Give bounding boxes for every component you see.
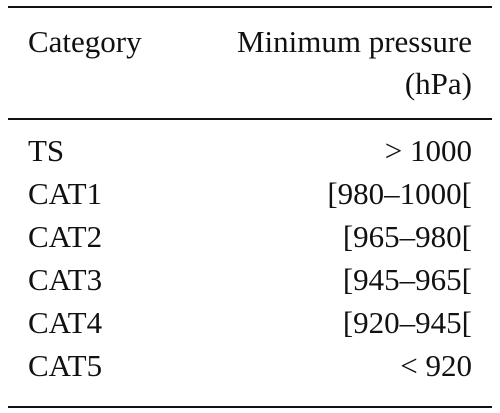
row-pressure-ts: > 1000 (384, 133, 472, 168)
top-rule (8, 6, 492, 8)
header-pressure-unit: (hPa) (404, 66, 472, 101)
row-category-cat1: CAT1 (28, 176, 103, 211)
row-pressure-cat1: [980–1000[ (327, 176, 472, 211)
row-pressure-cat4: [920–945[ (342, 305, 472, 340)
row-category-cat2: CAT2 (28, 219, 103, 254)
row-pressure-cat3: [945–965[ (342, 262, 472, 297)
row-category-cat4: CAT4 (28, 305, 103, 340)
row-category-ts: TS (28, 133, 65, 168)
header-rule (8, 118, 492, 120)
header-minimum-pressure: Minimum pressure (236, 24, 472, 59)
row-pressure-cat5: < 920 (400, 348, 472, 383)
bottom-rule (8, 406, 492, 408)
row-category-cat3: CAT3 (28, 262, 103, 297)
row-category-cat5: CAT5 (28, 348, 103, 383)
header-category: Category (28, 24, 142, 59)
row-pressure-cat2: [965–980[ (342, 219, 472, 254)
